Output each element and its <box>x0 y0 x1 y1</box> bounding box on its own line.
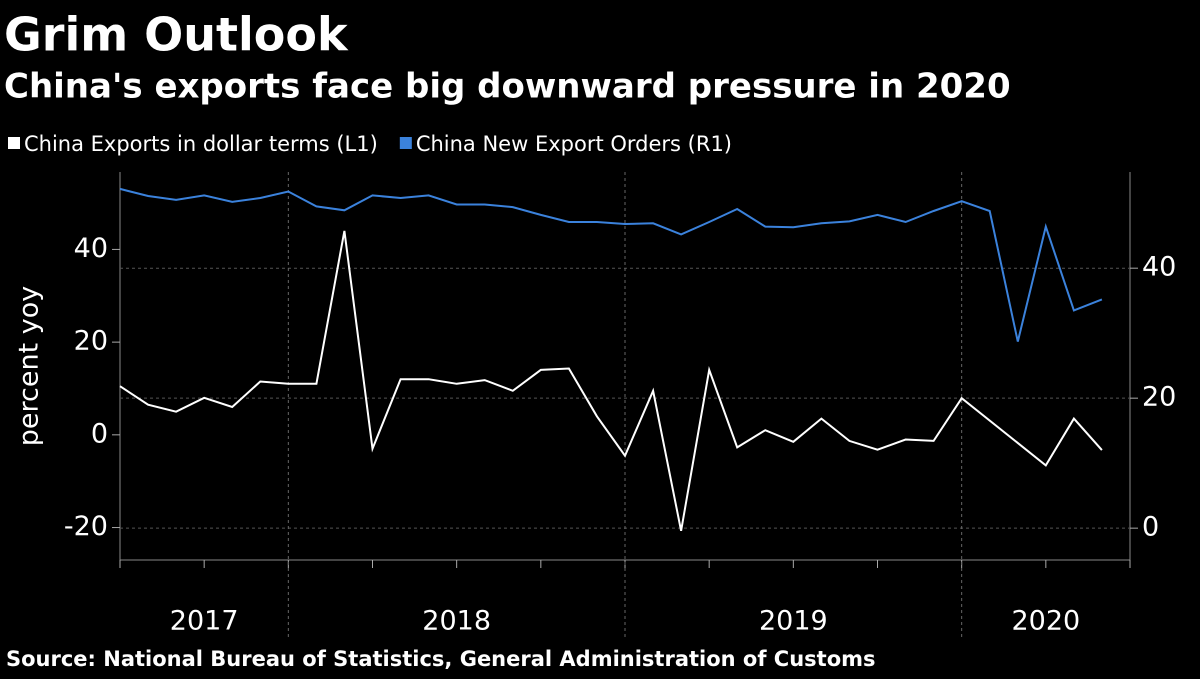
y2-tick-label: 20 <box>1142 382 1176 413</box>
chart-title: Grim Outlook <box>4 8 349 62</box>
x-tick-label: 2019 <box>759 606 828 637</box>
y2-tick-label: 40 <box>1142 252 1176 283</box>
legend-label: China Exports in dollar terms (L1) <box>24 132 378 156</box>
y-tick-label: -20 <box>64 511 108 542</box>
x-tick-label: 2017 <box>170 606 239 637</box>
legend-swatch <box>8 137 20 149</box>
chart-subtitle: China's exports face big downward pressu… <box>4 67 1011 107</box>
y-tick-label: 0 <box>91 418 108 449</box>
x-tick-label: 2020 <box>1011 606 1080 637</box>
y-tick-label: 20 <box>74 326 108 357</box>
legend-swatch <box>399 137 412 149</box>
y2-tick-label: 0 <box>1142 512 1159 543</box>
legend-label: China New Export Orders (R1) <box>416 132 732 156</box>
series-line <box>119 187 1103 342</box>
y-axis-label: percent yoy <box>14 286 45 446</box>
y-tick-label: 40 <box>74 233 108 264</box>
x-tick-label: 2018 <box>422 606 491 637</box>
series-line <box>119 230 1103 531</box>
source-note: Source: National Bureau of Statistics, G… <box>6 647 876 671</box>
